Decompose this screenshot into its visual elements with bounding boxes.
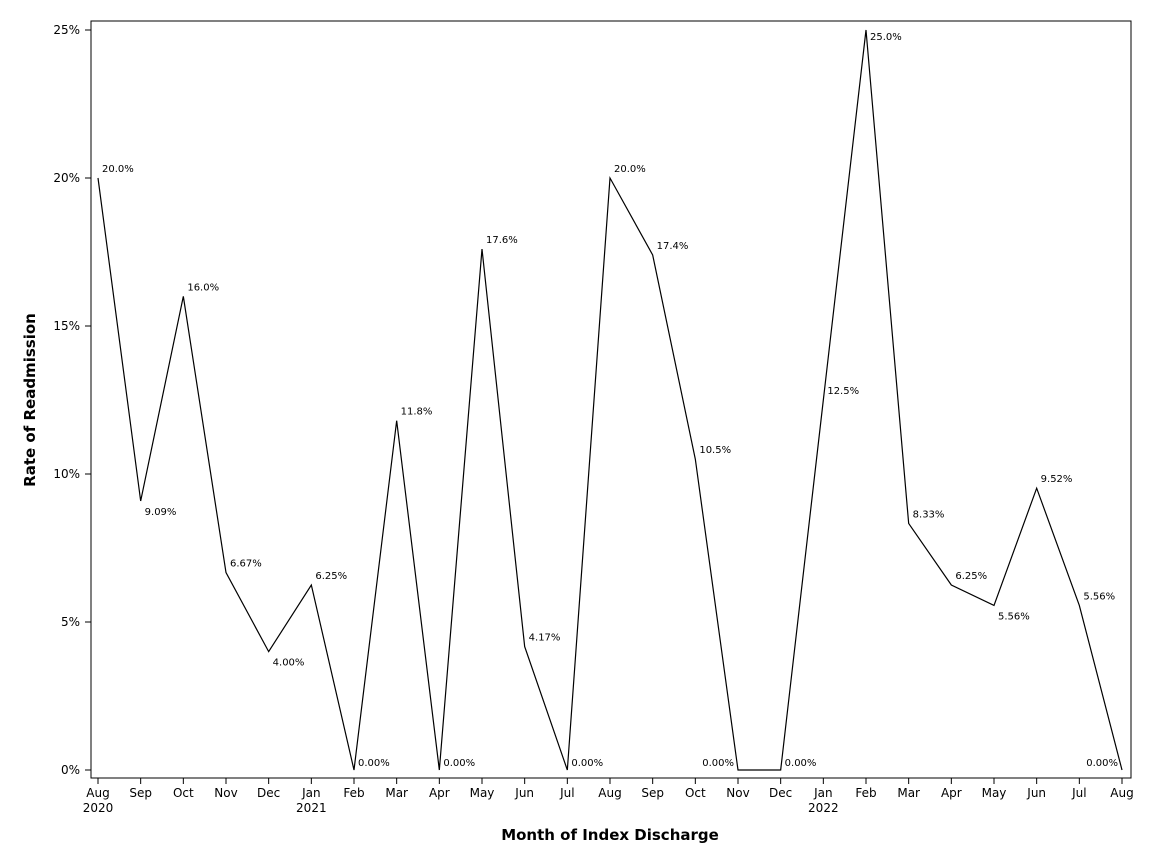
y-tick-label: 20% [53,171,80,185]
x-tick-label: May [470,786,495,800]
data-label: 25.0% [870,32,902,43]
y-tick-label: 15% [53,319,80,333]
data-label: 0.00% [785,758,817,769]
data-label: 9.09% [145,507,177,518]
plot-frame [91,21,1131,778]
x-tick-label: Nov [726,786,749,800]
data-label: 4.00% [273,658,305,669]
data-label: 0.00% [358,758,390,769]
data-label: 5.56% [998,611,1030,622]
x-tick-label: Jun [1026,786,1046,800]
x-tick-label: Feb [855,786,876,800]
data-label: 11.8% [401,407,433,418]
x-tick-label: Aug [1110,786,1133,800]
y-tick-label: 25% [53,23,80,37]
y-tick-label: 10% [53,467,80,481]
x-tick-label: Dec [769,786,792,800]
series-line [98,30,1122,770]
x-tick-label: Aug [598,786,621,800]
data-label: 0.00% [702,758,734,769]
x-tick-label: May [982,786,1007,800]
y-tick-label: 5% [61,615,80,629]
data-label: 20.0% [102,164,134,175]
x-tick-label: Oct [173,786,194,800]
x-tick-year-label: 2021 [296,801,327,815]
data-label: 6.25% [955,571,987,582]
data-label: 6.67% [230,559,262,570]
x-tick-label: Jan [813,786,833,800]
data-label: 17.6% [486,235,518,246]
y-axis-title: Rate of Readmission [21,313,39,487]
x-tick-label: Feb [343,786,364,800]
x-tick-year-label: 2020 [83,801,114,815]
x-tick-label: Dec [257,786,280,800]
x-tick-label: Apr [941,786,962,800]
y-tick-label: 0% [61,763,80,777]
x-tick-year-label: 2022 [808,801,839,815]
x-tick-label: Nov [214,786,237,800]
x-tick-label: Oct [685,786,706,800]
x-tick-label: Apr [429,786,450,800]
data-label: 9.52% [1041,474,1073,485]
x-axis-title: Month of Index Discharge [501,826,719,844]
x-tick-label: Mar [897,786,920,800]
data-label: 0.00% [1086,758,1118,769]
x-tick-label: Jan [301,786,321,800]
data-labels: 20.0% 9.09% 16.0% 6.67% 4.00% 6.25% 0.00% 11.8%… [102,32,1118,769]
x-tick-label: Sep [129,786,152,800]
x-axis: Aug2020SepOctNovDecJan2021FebMarAprMayJu… [83,778,1134,815]
x-tick-label: Jun [514,786,534,800]
data-label: 17.4% [657,241,689,252]
data-label: 5.56% [1083,591,1115,602]
data-label: 12.5% [827,386,859,397]
data-label: 4.17% [529,633,561,644]
data-label: 20.0% [614,164,646,175]
x-tick-label: Jul [1071,786,1086,800]
x-tick-label: Sep [641,786,664,800]
data-label: 0.00% [443,758,475,769]
data-label: 10.5% [699,445,731,456]
x-tick-label: Aug [86,786,109,800]
data-label: 8.33% [913,509,945,520]
y-axis: 0% 5% 10% 15% 20% 25% [53,23,91,777]
data-label: 6.25% [315,571,347,582]
x-tick-label: Jul [559,786,574,800]
data-label: 0.00% [571,758,603,769]
x-tick-label: Mar [385,786,408,800]
data-label: 16.0% [187,282,219,293]
